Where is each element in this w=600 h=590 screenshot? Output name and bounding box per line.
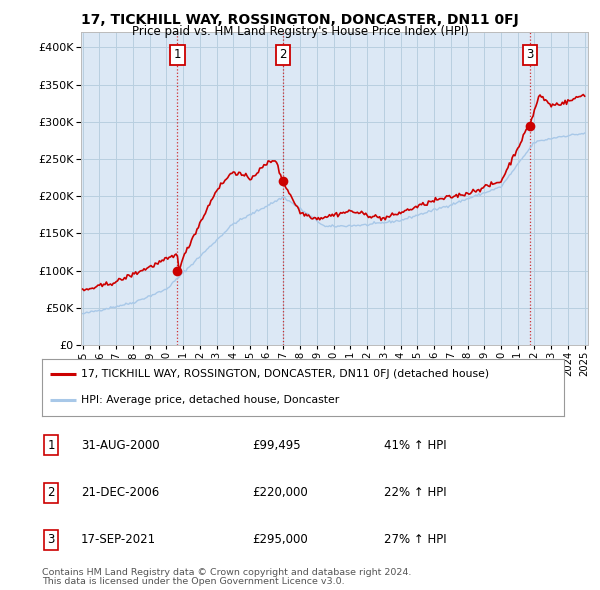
Text: 41% ↑ HPI: 41% ↑ HPI [384, 439, 446, 452]
Text: This data is licensed under the Open Government Licence v3.0.: This data is licensed under the Open Gov… [42, 577, 344, 586]
Text: 17, TICKHILL WAY, ROSSINGTON, DONCASTER, DN11 0FJ: 17, TICKHILL WAY, ROSSINGTON, DONCASTER,… [81, 13, 519, 27]
Text: 27% ↑ HPI: 27% ↑ HPI [384, 533, 446, 546]
Text: 22% ↑ HPI: 22% ↑ HPI [384, 486, 446, 499]
Text: £220,000: £220,000 [252, 486, 308, 499]
Text: 1: 1 [174, 48, 181, 61]
Text: £295,000: £295,000 [252, 533, 308, 546]
Text: 2: 2 [279, 48, 287, 61]
Text: 17-SEP-2021: 17-SEP-2021 [81, 533, 156, 546]
Text: 17, TICKHILL WAY, ROSSINGTON, DONCASTER, DN11 0FJ (detached house): 17, TICKHILL WAY, ROSSINGTON, DONCASTER,… [81, 369, 489, 379]
Text: Price paid vs. HM Land Registry's House Price Index (HPI): Price paid vs. HM Land Registry's House … [131, 25, 469, 38]
Text: 1: 1 [47, 439, 55, 452]
Text: 3: 3 [526, 48, 533, 61]
Text: HPI: Average price, detached house, Doncaster: HPI: Average price, detached house, Donc… [81, 395, 340, 405]
Text: 3: 3 [47, 533, 55, 546]
Text: 21-DEC-2006: 21-DEC-2006 [81, 486, 159, 499]
Text: 2: 2 [47, 486, 55, 499]
Text: Contains HM Land Registry data © Crown copyright and database right 2024.: Contains HM Land Registry data © Crown c… [42, 568, 412, 576]
Text: £99,495: £99,495 [252, 439, 301, 452]
Text: 31-AUG-2000: 31-AUG-2000 [81, 439, 160, 452]
